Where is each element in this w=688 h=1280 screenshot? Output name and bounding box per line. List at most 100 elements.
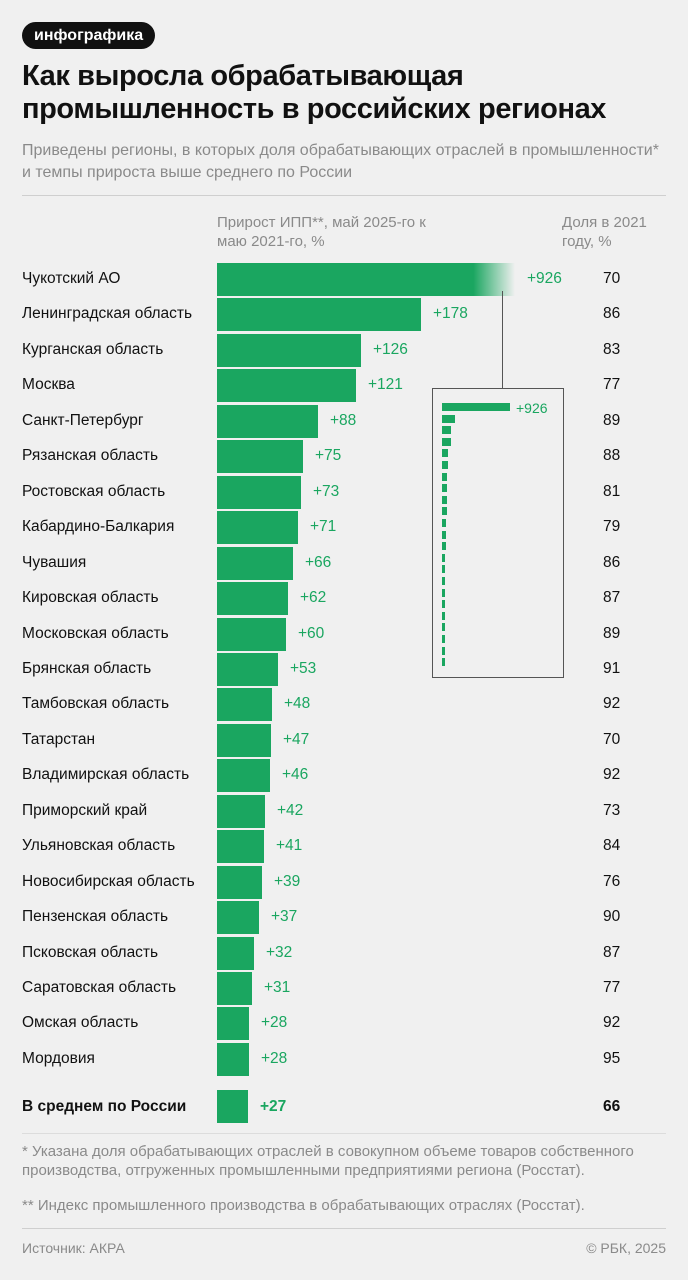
page-title: Как выросла обрабатывающая промышленност… bbox=[22, 60, 607, 125]
inset-bar bbox=[442, 588, 445, 597]
share-value: 86 bbox=[603, 305, 621, 323]
bar-value-label: +178 bbox=[433, 305, 468, 323]
bar bbox=[217, 263, 515, 296]
bar bbox=[217, 475, 301, 509]
region-label: Рязанская область bbox=[22, 447, 159, 465]
average-value-label: +27 bbox=[260, 1098, 287, 1115]
bar bbox=[217, 794, 265, 828]
region-label: Тамбовская область bbox=[22, 695, 170, 713]
share-value: 87 bbox=[603, 943, 621, 961]
bar bbox=[217, 865, 262, 899]
share-value: 88 bbox=[603, 447, 621, 465]
average-share: 66 bbox=[603, 1098, 621, 1115]
copyright: © РБК, 2025 bbox=[586, 1240, 666, 1256]
bar-value-label: +32 bbox=[266, 943, 293, 961]
share-value: 84 bbox=[603, 837, 621, 855]
region-label: Приморский край bbox=[22, 801, 148, 819]
share-value: 70 bbox=[603, 730, 621, 748]
bar-value-label: +28 bbox=[261, 1014, 288, 1032]
inset-bar bbox=[442, 623, 445, 632]
bar-value-label: +48 bbox=[284, 695, 311, 713]
bar-value-label: +47 bbox=[283, 730, 310, 748]
source-note: Источник: АКРА bbox=[22, 1240, 125, 1256]
bar bbox=[217, 652, 278, 686]
bar bbox=[217, 723, 271, 757]
bar bbox=[217, 617, 286, 651]
share-value: 89 bbox=[603, 411, 621, 429]
infographic-badge: инфографика bbox=[22, 22, 156, 49]
bar-value-label: +28 bbox=[261, 1049, 288, 1067]
inset-bar bbox=[442, 426, 451, 435]
share-value: 90 bbox=[603, 908, 621, 926]
footnote-2: ** Индекс промышленного производства в о… bbox=[22, 1197, 585, 1214]
region-label: Брянская область bbox=[22, 659, 152, 677]
region-label: Кабардино-Балкария bbox=[22, 518, 175, 536]
inset-bar bbox=[442, 519, 446, 527]
bar bbox=[217, 298, 421, 332]
region-label: Пензенская область bbox=[22, 908, 169, 926]
bar-value-label: +71 bbox=[310, 518, 337, 536]
page-subtitle: Приведены регионы, в которых доля обраба… bbox=[22, 142, 659, 181]
bar bbox=[217, 369, 356, 403]
bar-value-label: +66 bbox=[305, 553, 332, 571]
bar bbox=[217, 582, 288, 616]
growth-column-header: Прирост ИПП**, май 2025-го к маю 2021-го… bbox=[217, 214, 426, 250]
inset-bar bbox=[442, 658, 445, 667]
share-value: 77 bbox=[603, 979, 621, 996]
region-label: Мордовия bbox=[22, 1049, 95, 1067]
bar-value-label: +37 bbox=[271, 908, 298, 926]
bottom-divider bbox=[22, 1228, 666, 1229]
bar bbox=[217, 333, 361, 367]
share-value: 92 bbox=[603, 695, 621, 713]
inset-bar bbox=[442, 403, 510, 411]
inset-bar bbox=[442, 484, 447, 493]
bar-value-label: +46 bbox=[282, 766, 309, 784]
share-value: 95 bbox=[603, 1049, 621, 1067]
bar-value-label: +126 bbox=[373, 340, 408, 358]
full-scale-inset bbox=[432, 388, 564, 678]
region-label: Московская область bbox=[22, 624, 169, 642]
share-value: 76 bbox=[603, 872, 621, 890]
inset-bar bbox=[442, 611, 445, 620]
share-value: 70 bbox=[603, 270, 621, 287]
inset-bar bbox=[442, 542, 446, 551]
share-value: 86 bbox=[603, 553, 621, 571]
share-value: 83 bbox=[603, 340, 621, 358]
inset-bar bbox=[442, 472, 447, 481]
share-value: 91 bbox=[603, 659, 621, 677]
share-value: 77 bbox=[603, 376, 621, 394]
inset-bar bbox=[442, 600, 445, 609]
bar-value-label: +926 bbox=[527, 270, 562, 287]
share-value: 92 bbox=[603, 1014, 621, 1032]
inset-bar bbox=[442, 565, 445, 574]
region-label: Владимирская область bbox=[22, 766, 190, 784]
bar-value-label: +53 bbox=[290, 659, 317, 677]
bar-value-label: +75 bbox=[315, 447, 342, 465]
region-label: Ульяновская область bbox=[22, 837, 176, 855]
region-label: Москва bbox=[22, 376, 75, 394]
region-label: Псковская область bbox=[22, 943, 159, 961]
share-value: 89 bbox=[603, 624, 621, 642]
inset-bar bbox=[442, 495, 447, 504]
average-bar bbox=[217, 1090, 248, 1123]
bar bbox=[217, 511, 298, 545]
footnote-divider bbox=[22, 1133, 666, 1134]
region-label: Курганская область bbox=[22, 340, 164, 358]
bar bbox=[217, 901, 259, 935]
bar bbox=[217, 1007, 249, 1041]
bar-value-label: +88 bbox=[330, 411, 357, 429]
inset-bar bbox=[442, 553, 445, 562]
bar bbox=[217, 830, 264, 864]
region-label: Чукотский АО bbox=[22, 270, 121, 287]
footnote-1: * Указана доля обрабатывающих отраслей в… bbox=[22, 1143, 634, 1179]
bar bbox=[217, 759, 270, 793]
inset-bar bbox=[442, 646, 445, 655]
bar-value-label: +121 bbox=[368, 376, 403, 394]
inset-connector bbox=[502, 291, 503, 389]
bar-value-label: +39 bbox=[274, 872, 301, 890]
bar-value-label: +73 bbox=[313, 482, 340, 500]
inset-bar bbox=[442, 449, 448, 458]
bar bbox=[217, 972, 252, 1005]
bar bbox=[217, 688, 272, 722]
inset-bar bbox=[442, 414, 455, 423]
